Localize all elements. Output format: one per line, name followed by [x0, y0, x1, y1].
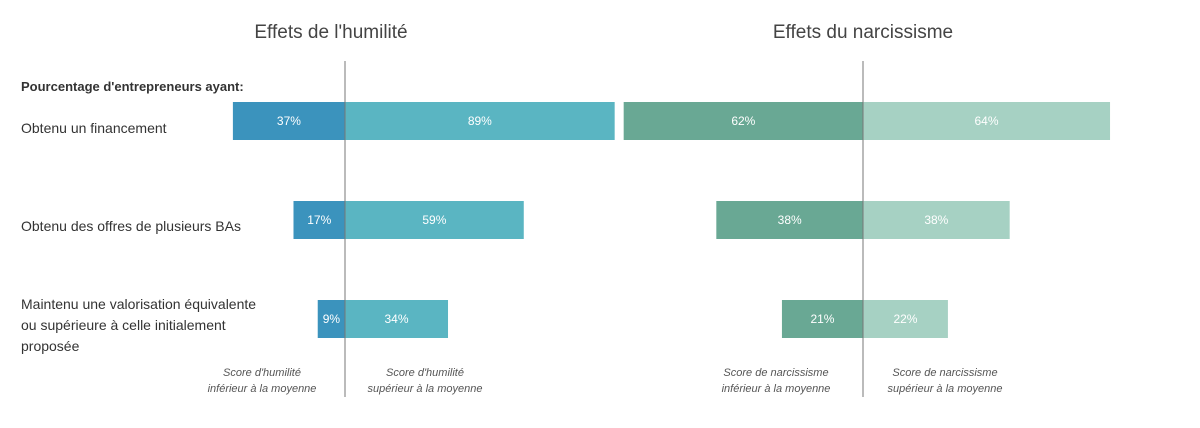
- data-label: 59%: [422, 213, 446, 227]
- row-label: Obtenu un financement: [21, 120, 167, 136]
- series-note-line: inférieur à la moyenne: [722, 383, 831, 395]
- chart-panel: Effets du narcissisme 62% 38% 21% Score de n…: [623, 22, 1111, 397]
- bar: [345, 201, 524, 239]
- bar: [232, 102, 345, 140]
- data-label: 22%: [893, 312, 917, 326]
- row-label-line: proposée: [21, 338, 80, 354]
- bar: [293, 201, 345, 239]
- data-label: 37%: [277, 114, 301, 128]
- row-label-line: Maintenu une valorisation équivalente: [21, 296, 256, 312]
- data-label: 17%: [307, 213, 331, 227]
- bar: [863, 300, 948, 338]
- data-label: 89%: [468, 114, 492, 128]
- bar: [863, 201, 1010, 239]
- row-label: Maintenu une valorisation équivalente ou …: [21, 296, 256, 354]
- row-label-line: ou supérieure à celle initialement: [21, 317, 226, 333]
- bar: [863, 102, 1111, 140]
- series-note-line: supérieur à la moyenne: [888, 383, 1003, 395]
- data-label: 21%: [810, 312, 834, 326]
- series-note-line: Score d'humilité: [386, 367, 464, 379]
- chart-header-label: Pourcentage d'entrepreneurs ayant:: [21, 79, 244, 94]
- series-note: Score de narcissisme inférieur à la moyen…: [722, 367, 831, 395]
- row-label-line: Obtenu des offres de plusieurs BAs: [21, 218, 241, 234]
- bar: [317, 300, 345, 338]
- series-note: Score d'humilité supérieur à la moyenne: [368, 367, 483, 395]
- chart-title: Effets de l'humilité: [254, 22, 407, 43]
- series-note-line: Score de narcissisme: [723, 367, 828, 379]
- data-label: 9%: [323, 312, 341, 326]
- series-note-line: Score de narcissisme: [892, 367, 997, 379]
- series-note: Score de narcissisme supérieur à la moyen…: [888, 367, 1003, 395]
- data-label: 62%: [731, 114, 755, 128]
- chart-panel: Effets de l'humilité 37% 17% 9% Score d'humi…: [208, 22, 615, 397]
- bar: [345, 300, 449, 338]
- data-label: 38%: [924, 213, 948, 227]
- data-label: 38%: [778, 213, 802, 227]
- bar: [781, 300, 863, 338]
- bar: [716, 201, 863, 239]
- series-note-line: supérieur à la moyenne: [368, 383, 483, 395]
- series-note-line: Score d'humilité: [223, 367, 301, 379]
- row-labels: Obtenu un financement Obtenu des offres d…: [21, 120, 256, 354]
- bar: [623, 102, 863, 140]
- chart-title: Effets du narcissisme: [773, 22, 953, 43]
- row-label-line: Obtenu un financement: [21, 120, 167, 136]
- data-label: 64%: [975, 114, 999, 128]
- chart-panels: Effets de l'humilité 37% 17% 9% Score d'humi…: [208, 22, 1111, 397]
- row-label: Obtenu des offres de plusieurs BAs: [21, 218, 241, 234]
- series-note: Score d'humilité inférieur à la moyenne: [208, 367, 317, 395]
- bar: [345, 102, 615, 140]
- data-label: 34%: [384, 312, 408, 326]
- series-note-line: inférieur à la moyenne: [208, 383, 317, 395]
